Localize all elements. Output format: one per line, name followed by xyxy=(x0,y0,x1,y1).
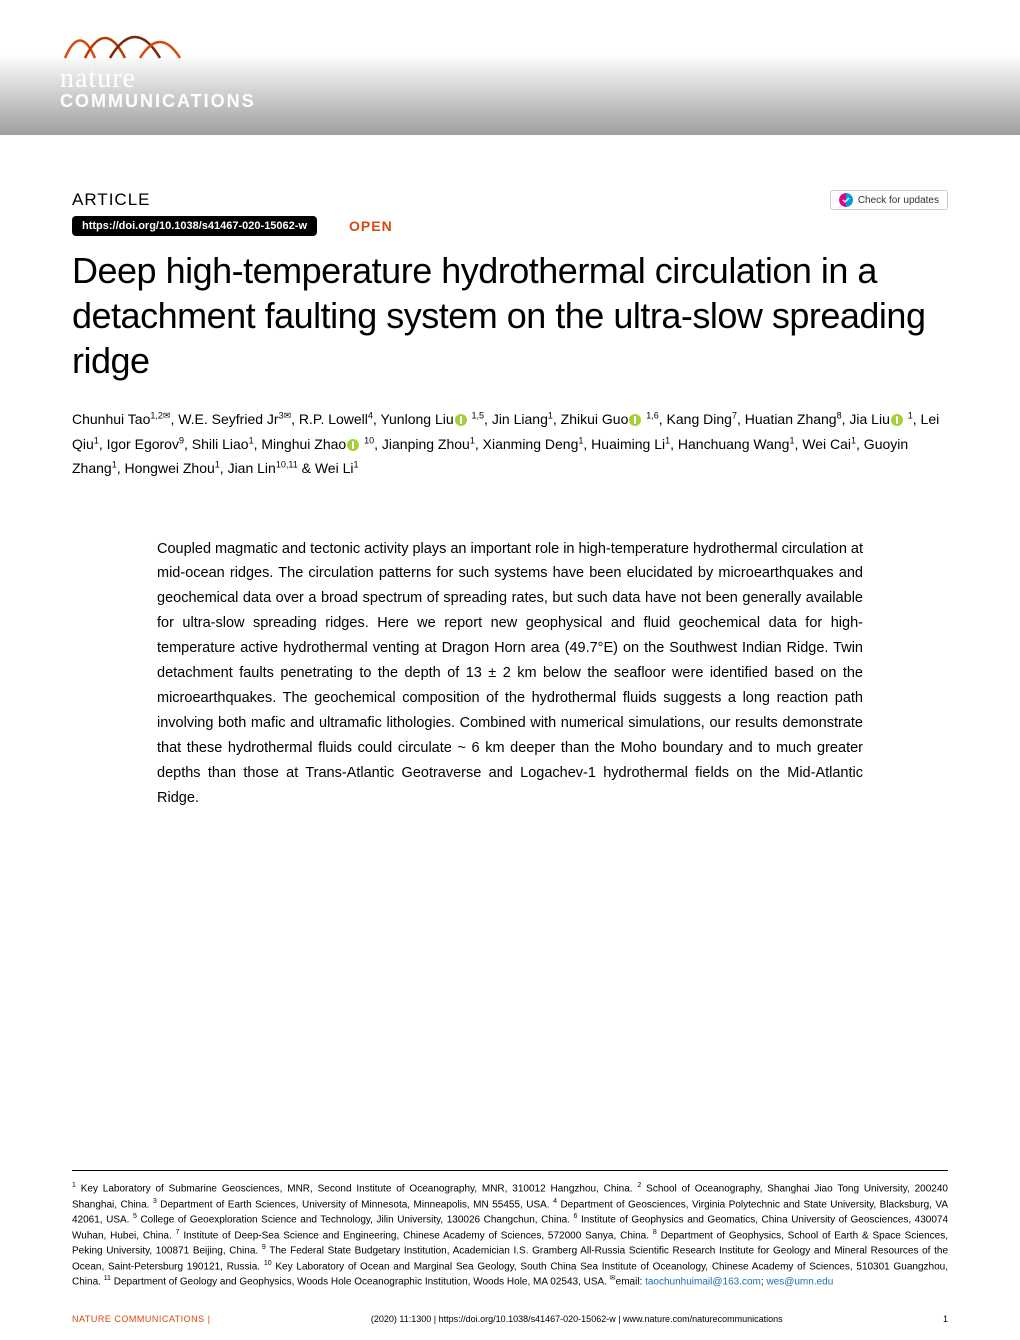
check-updates-button[interactable]: Check for updates xyxy=(830,190,948,210)
article-title: Deep high-temperature hydrothermal circu… xyxy=(72,248,948,383)
abstract-text: Coupled magmatic and tectonic activity p… xyxy=(72,537,948,811)
article-type-label: ARTICLE xyxy=(72,190,151,210)
authors-list: Chunhui Tao1,2✉, W.E. Seyfried Jr3✉, R.P… xyxy=(72,407,948,481)
footer-citation: (2020) 11:1300 | https://doi.org/10.1038… xyxy=(371,1314,783,1324)
open-access-label: OPEN xyxy=(349,218,393,234)
journal-logo: nature COMMUNICATIONS xyxy=(60,18,256,112)
crossmark-icon xyxy=(839,193,853,207)
logo-waves-icon xyxy=(60,18,190,63)
doi-link[interactable]: https://doi.org/10.1038/s41467-020-15062… xyxy=(72,216,317,236)
footer-journal: NATURE COMMUNICATIONS | xyxy=(72,1314,211,1324)
logo-text-communications: COMMUNICATIONS xyxy=(60,91,256,112)
footer-page-number: 1 xyxy=(943,1314,948,1324)
article-label-row: ARTICLE Check for updates xyxy=(72,190,948,210)
article-content: ARTICLE Check for updates https://doi.or… xyxy=(0,135,1020,811)
check-updates-label: Check for updates xyxy=(858,195,939,206)
page-footer: NATURE COMMUNICATIONS | (2020) 11:1300 |… xyxy=(72,1314,948,1324)
affiliations-block: 1 Key Laboratory of Submarine Geoscience… xyxy=(72,1170,948,1290)
doi-row: https://doi.org/10.1038/s41467-020-15062… xyxy=(72,216,948,236)
journal-banner: nature COMMUNICATIONS xyxy=(0,0,1020,135)
